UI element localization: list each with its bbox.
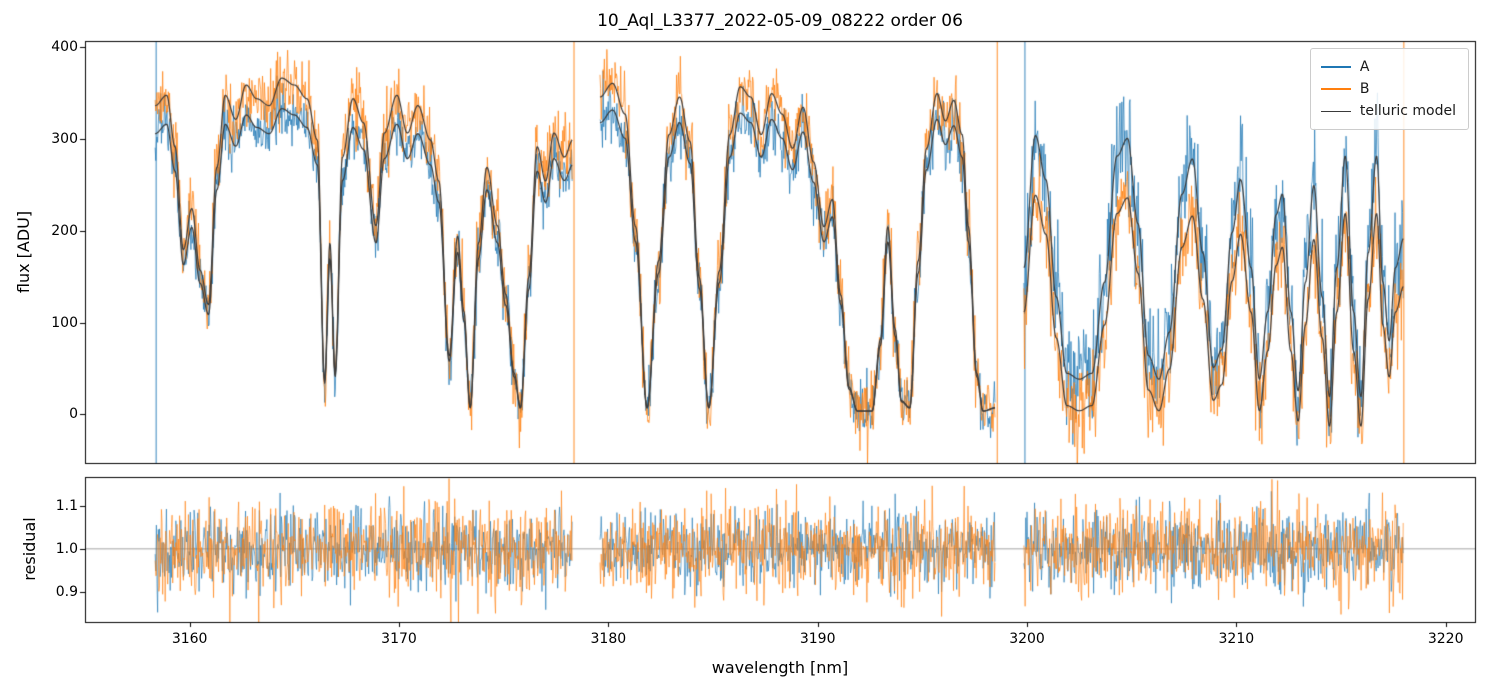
- legend-label-telluric-model: telluric model: [1359, 103, 1456, 119]
- x-tick-label: 3210: [1218, 631, 1255, 647]
- legend-line-sample-model: [1320, 110, 1351, 112]
- residual-tick-label: 1.1: [55, 497, 78, 514]
- flux-tick-label: 300: [51, 131, 78, 148]
- legend-item-a: A: [1320, 56, 1456, 78]
- flux-tick-label: 200: [51, 222, 78, 239]
- flux-tick-label: 400: [51, 39, 78, 56]
- legend-item-b: B: [1320, 78, 1456, 100]
- flux-tick-label: 100: [51, 314, 78, 331]
- flux-axis-label: flux [ADU]: [14, 210, 33, 294]
- residual-tick-label: 1.0: [55, 540, 78, 557]
- x-tick-label: 3220: [1427, 631, 1464, 647]
- legend-line-sample-B: [1320, 88, 1351, 90]
- residual-tick-label: 0.9: [55, 583, 78, 600]
- x-tick-label: 3180: [590, 631, 627, 647]
- legend-label-a: A: [1359, 59, 1370, 75]
- plot-title: 10_Aql_L3377_2022-05-09_08222 order 06: [597, 11, 963, 31]
- x-axis-label: wavelength [nm]: [711, 658, 849, 677]
- legend-item-telluric-model: telluric model: [1320, 100, 1456, 122]
- legend: A B telluric model: [1309, 48, 1469, 130]
- x-tick-label: 3160: [171, 631, 208, 647]
- x-tick-label: 3170: [381, 631, 417, 647]
- x-tick-label: 3190: [799, 631, 836, 647]
- legend-line-sample-A: [1320, 66, 1351, 68]
- flux-tick-label: 0: [69, 406, 78, 423]
- x-tick-label: 3200: [1009, 631, 1045, 647]
- legend-label-b: B: [1359, 81, 1370, 97]
